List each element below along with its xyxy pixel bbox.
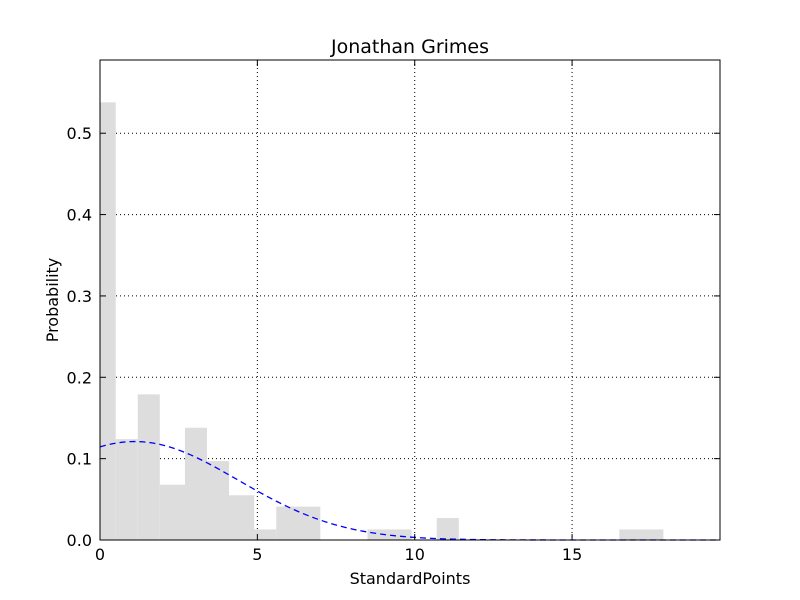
- x-tick-label: 5: [252, 545, 262, 564]
- bars-layer: [100, 102, 664, 540]
- x-tick-label: 0: [95, 545, 105, 564]
- histogram-bar: [229, 495, 255, 540]
- chart-title: Jonathan Grimes: [330, 36, 489, 58]
- ticks-layer: [99, 60, 720, 541]
- histogram-bar: [619, 529, 664, 540]
- x-axis-title: StandardPoints: [350, 569, 471, 588]
- histogram-bar: [436, 518, 459, 540]
- histogram-bar: [159, 484, 185, 540]
- plot-frame: [99, 59, 721, 541]
- histogram-bar: [115, 439, 138, 540]
- y-tick-label: 0.5: [67, 124, 92, 143]
- histogram-bar: [137, 394, 160, 540]
- y-tick-label: 0.4: [67, 206, 92, 225]
- histogram-bar: [100, 102, 116, 540]
- x-tick-label: 10: [405, 545, 425, 564]
- histogram-bar: [184, 427, 208, 540]
- grid-layer: [100, 60, 720, 540]
- y-axis-title: Probability: [43, 258, 62, 343]
- fit-curve-line: [99, 440, 720, 541]
- y-tick-label: 0.3: [67, 287, 92, 306]
- histogram-bar: [207, 461, 230, 540]
- tick-labels-layer: 0 5 10 15 0.0 0.1 0.2 0.3 0.4 0.5: [67, 124, 583, 564]
- y-tick-label: 0.1: [67, 450, 92, 469]
- x-tick-label: 15: [562, 545, 582, 564]
- histogram-bar: [254, 529, 277, 540]
- histogram-bar: [367, 529, 412, 540]
- curve-layer: [99, 440, 720, 541]
- y-tick-label: 0.2: [67, 368, 92, 387]
- y-tick-label: 0.0: [67, 531, 92, 550]
